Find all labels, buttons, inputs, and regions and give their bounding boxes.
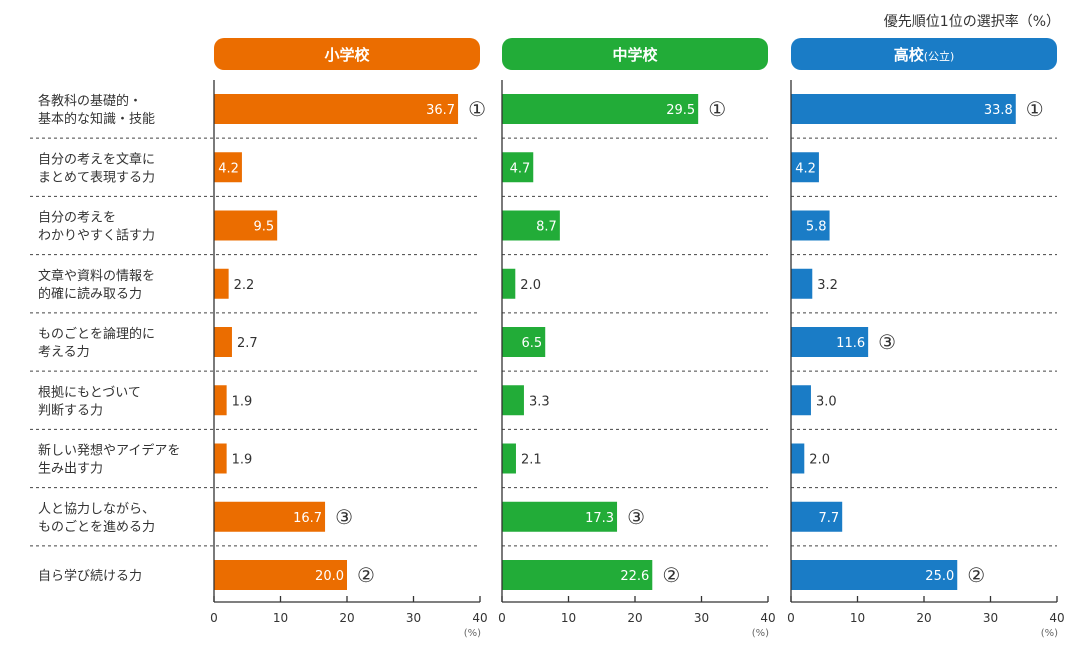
data-label: 7.7 [819,511,840,526]
series-name: 高校(公立) [894,46,955,64]
data-label: 4.2 [795,161,816,176]
x-tick-label: 10 [561,611,576,625]
data-label: 9.5 [253,220,274,235]
rank-badge: ② [357,563,375,587]
bar [214,443,227,474]
bar [791,443,805,474]
bar [502,327,546,357]
rank-badge: ② [967,563,985,587]
category-label: 自ら学び続ける力 [38,568,142,584]
bar [214,327,232,357]
x-tick-label: 20 [339,611,354,625]
bar [791,327,869,357]
x-tick-label: 30 [694,611,709,625]
x-tick-label: 40 [1049,611,1064,625]
data-label: 33.8 [984,103,1013,118]
x-tick-label: 40 [472,611,487,625]
bar [502,443,516,474]
series-name: 小学校 [324,46,370,64]
category-label: 人と協力しながら、ものごとを進める力 [38,502,155,535]
data-label: 5.8 [806,220,827,235]
bar [502,152,534,183]
bar [214,210,278,241]
data-label: 3.0 [816,394,837,409]
rank-badge: ① [468,97,486,121]
series-header-2 [791,38,1057,70]
x-tick-label: 30 [406,611,421,625]
bar [502,560,653,590]
bar [214,94,459,124]
bar [214,385,227,416]
data-label: 22.6 [620,569,649,584]
bar [791,152,819,183]
data-label: 3.2 [817,278,838,293]
rank-badge: ② [662,563,680,587]
category-label: 自分の考えをわかりやすく話す力 [38,211,155,244]
series-header-0 [214,38,480,70]
data-label: 6.5 [522,336,543,351]
data-label: 29.5 [666,103,695,118]
rank-badge: ① [708,97,726,121]
x-tick-label: 20 [916,611,931,625]
bar [791,385,811,416]
data-label: 3.3 [529,394,550,409]
series-name: 中学校 [612,46,658,64]
data-label: 1.9 [232,453,253,468]
bar [791,94,1016,124]
data-label: 2.0 [520,278,541,293]
bar [791,560,958,590]
series-header-1 [502,38,768,70]
data-label: 1.9 [232,394,253,409]
data-label: 8.7 [536,220,557,235]
data-label: 2.2 [234,278,255,293]
data-label: 4.2 [218,161,239,176]
x-tick-label: 10 [273,611,288,625]
data-label: 2.7 [237,336,258,351]
bar [791,210,830,241]
bar [502,501,618,532]
unit-label: (%) [464,628,481,639]
data-label: 4.7 [510,161,531,176]
data-label: 16.7 [293,511,322,526]
bar [502,385,524,416]
bar [502,94,699,124]
unit-label: (%) [752,628,769,639]
bar [214,560,347,590]
unit-label: (%) [1041,628,1058,639]
x-tick-label: 20 [627,611,642,625]
bar [791,268,813,299]
rank-badge: ③ [335,505,353,529]
category-label: 文章や資料の情報を的確に読み取る力 [38,268,155,302]
x-tick-label: 10 [850,611,865,625]
category-label: 自分の考えを文章にまとめて表現する力 [38,151,155,185]
chart-title: 優先順位1位の選択率（%） [884,13,1060,30]
rank-badge: ① [1026,97,1044,121]
category-label: ものごとを論理的に考える力 [38,326,155,360]
x-tick-label: 0 [210,611,218,625]
bar [214,152,242,183]
data-label: 2.1 [521,453,542,468]
bar [502,268,516,299]
data-label: 11.6 [836,336,865,351]
rank-badge: ③ [627,505,645,529]
data-label: 17.3 [585,511,614,526]
rank-badge: ③ [878,330,896,354]
data-label: 25.0 [925,569,954,584]
category-label: 根拠にもとづいて判断する力 [38,385,141,418]
x-tick-label: 30 [983,611,998,625]
bar [791,501,843,532]
bar [214,268,229,299]
category-label: 新しい発想やアイデアを生み出す力 [38,443,180,477]
x-tick-label: 0 [498,611,506,625]
data-label: 2.0 [809,453,830,468]
bar [502,210,560,241]
x-tick-label: 0 [787,611,795,625]
bar [214,501,326,532]
data-label: 20.0 [315,569,344,584]
category-label: 各教科の基礎的・基本的な知識・技能 [38,93,155,127]
data-label: 36.7 [426,103,455,118]
x-tick-label: 40 [760,611,775,625]
